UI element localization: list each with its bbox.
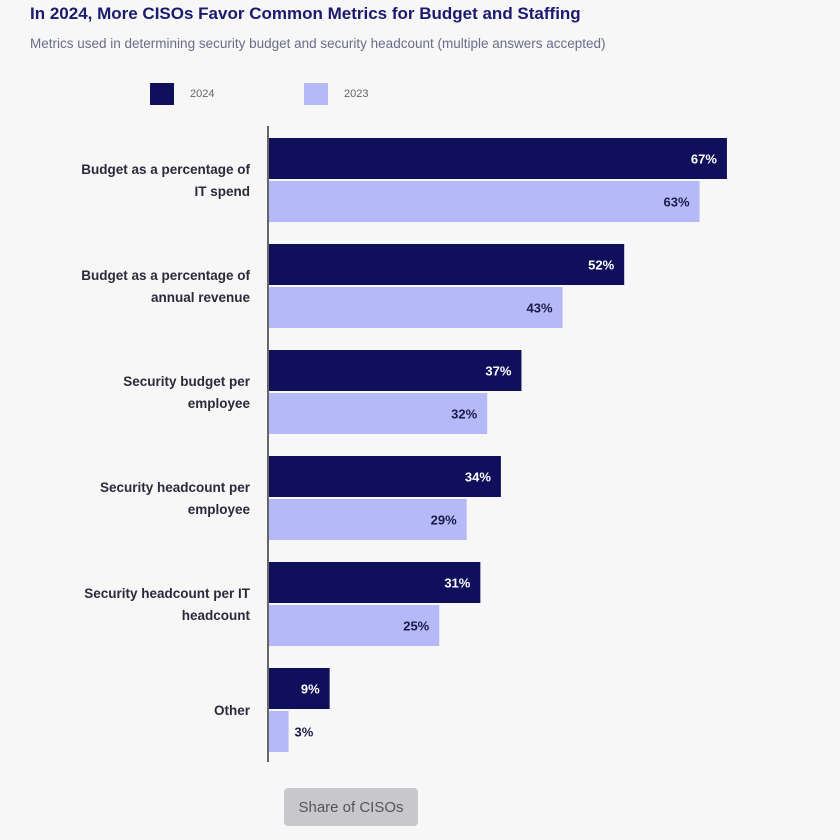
share-of-cisos-button[interactable]: Share of CISOs [284, 788, 418, 826]
bar-2024-1 [268, 244, 625, 285]
legend-swatch-2024 [150, 83, 174, 105]
chart-title: In 2024, More CISOs Favor Common Metrics… [30, 4, 581, 23]
legend-label-2024: 2024 [190, 88, 215, 100]
category-label-5-line-0: Other [214, 703, 251, 718]
data-label-2023-4: 25% [403, 619, 429, 634]
bar-2023-5 [268, 711, 289, 752]
bar-2023-2 [268, 393, 488, 434]
bar-2023-1 [268, 287, 563, 328]
category-label-4-line-0: Security headcount per IT [84, 586, 251, 601]
bar-2023-0 [268, 181, 700, 222]
data-label-2023-3: 29% [431, 513, 457, 528]
category-label-1-line-1: annual revenue [151, 290, 251, 305]
category-label-2-line-0: Security budget per [123, 374, 251, 389]
data-label-2024-4: 31% [444, 576, 470, 591]
chart-subtitle: Metrics used in determining security bud… [30, 36, 606, 51]
category-label-1-line-0: Budget as a percentage of [81, 268, 250, 283]
category-label-3-line-0: Security headcount per [100, 480, 251, 495]
bar-2023-3 [268, 499, 467, 540]
bar-2024-5 [268, 668, 330, 709]
data-label-2024-3: 34% [465, 470, 491, 485]
bar-2024-4 [268, 562, 481, 603]
legend-swatch-2023 [304, 83, 328, 105]
data-label-2024-5: 9% [301, 682, 320, 697]
bar-2024-2 [268, 350, 522, 391]
category-label-0-line-1: IT spend [194, 184, 250, 199]
legend-label-2023: 2023 [344, 88, 369, 100]
data-label-2023-0: 63% [664, 195, 690, 210]
category-label-2-line-1: employee [188, 396, 251, 411]
data-label-2024-2: 37% [485, 364, 511, 379]
data-label-2024-0: 67% [691, 152, 717, 167]
bar-2024-0 [268, 138, 727, 179]
bar-2023-4 [268, 605, 440, 646]
category-label-4-line-1: headcount [182, 608, 251, 623]
legend-item-2024: 2024 [150, 82, 214, 106]
data-label-2023-2: 32% [451, 407, 477, 422]
category-label-3-line-1: employee [188, 502, 251, 517]
legend-item-2023: 2023 [304, 82, 368, 106]
data-label-2023-5: 3% [295, 725, 314, 740]
data-label-2024-1: 52% [588, 258, 614, 273]
bar-2024-3 [268, 456, 501, 497]
category-label-0-line-0: Budget as a percentage of [81, 162, 250, 177]
data-label-2023-1: 43% [527, 301, 553, 316]
